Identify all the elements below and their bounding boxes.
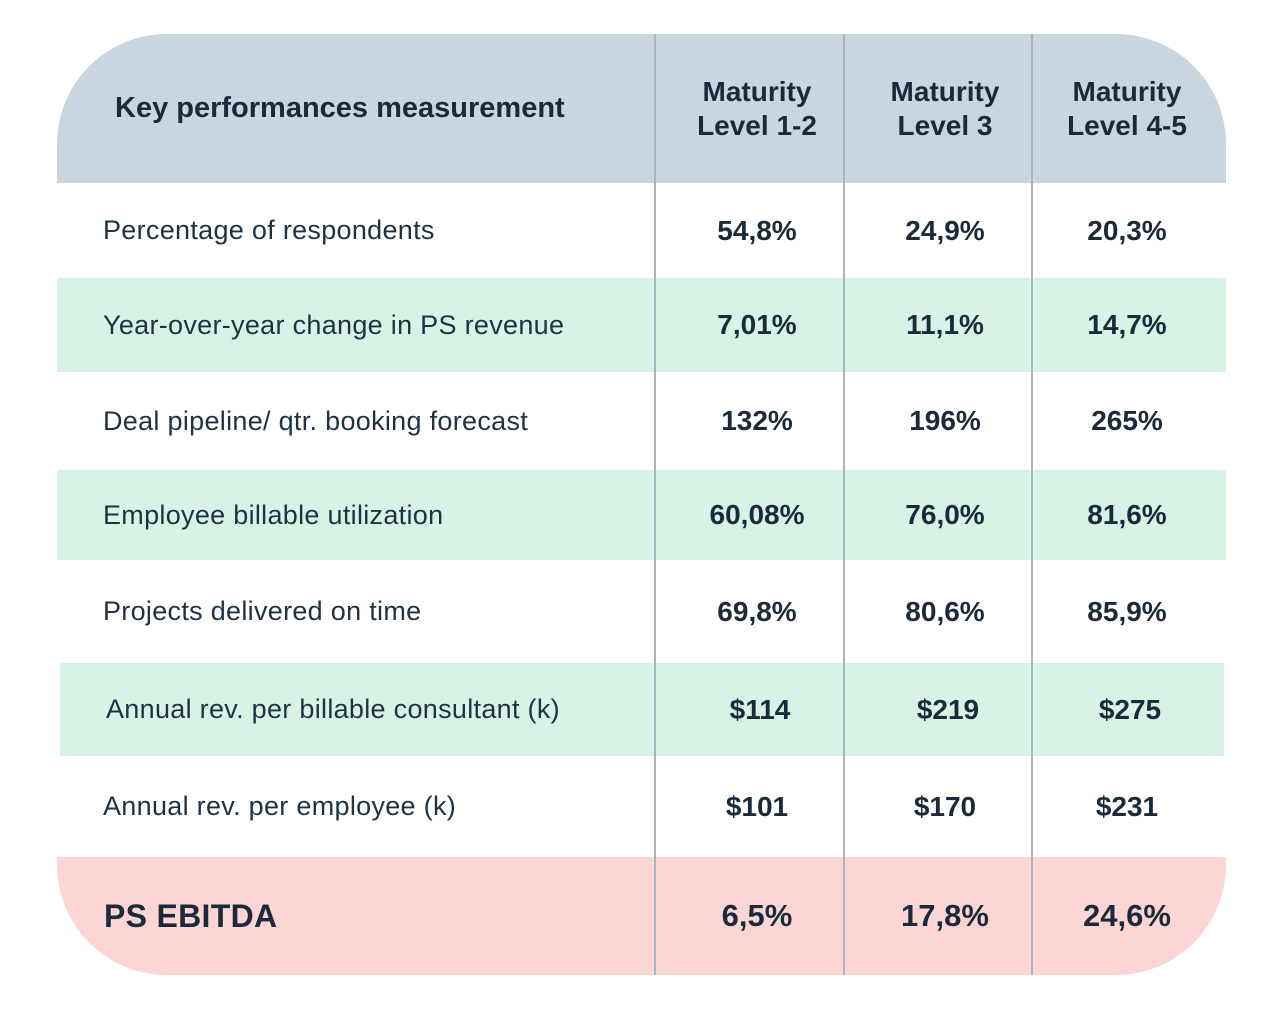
row-label: Annual rev. per billable consultant (k) — [106, 694, 560, 724]
row-value: 80,6% — [905, 595, 985, 627]
table-row: Annual rev. per employee (k) $101 $170 $… — [57, 756, 1226, 857]
row-label: Annual rev. per employee (k) — [103, 791, 457, 821]
row-label: Employee billable utilization — [103, 499, 444, 530]
row-value: $114 — [729, 693, 791, 725]
table-header: Key performances measurement Maturity Lev… — [57, 34, 1226, 183]
row-value: 7,01% — [717, 309, 797, 340]
row-value: 81,6% — [1087, 499, 1167, 530]
table-row: Percentage of respondents 54,8% 24,9% 20… — [57, 183, 1226, 278]
header-col-level-3: Maturity Level 3 — [890, 75, 1000, 141]
row-value: 60,08% — [709, 499, 805, 530]
row-value: 54,8% — [717, 214, 797, 246]
row-value: 196% — [909, 405, 981, 436]
row-value: $275 — [1098, 693, 1162, 725]
table-row: Employee billable utilization 60,08% 76,… — [57, 470, 1226, 560]
kpi-table: Key performances measurement Maturity Lev… — [57, 34, 1226, 975]
column-divider — [654, 34, 656, 975]
row-value: $101 — [725, 790, 789, 822]
ebitda-value: 24,6% — [1083, 898, 1171, 933]
row-value: 20,3% — [1087, 214, 1167, 246]
row-value: 132% — [721, 405, 793, 436]
row-label: Projects delivered on time — [103, 596, 422, 626]
column-divider — [1031, 34, 1033, 975]
ebitda-label: PS EBITDA — [104, 897, 278, 934]
table-row: Annual rev. per billable consultant (k) … — [60, 663, 1224, 756]
header-title: Key performances measurement — [115, 92, 565, 124]
row-value: 69,8% — [717, 595, 797, 627]
row-value: 265% — [1091, 405, 1163, 436]
row-value: 14,7% — [1087, 309, 1167, 340]
column-divider — [843, 34, 845, 975]
header-col-level-4-5: Maturity Level 4-5 — [1067, 75, 1187, 141]
table-row: Projects delivered on time 69,8% 80,6% 8… — [57, 560, 1226, 663]
row-value: 85,9% — [1087, 595, 1167, 627]
row-value: $170 — [913, 790, 977, 822]
row-value: 76,0% — [905, 499, 985, 530]
header-col-level-1-2: Maturity Level 1-2 — [697, 75, 817, 141]
table-row: Year-over-year change in PS revenue 7,01… — [57, 278, 1226, 372]
ebitda-value: 17,8% — [901, 898, 989, 933]
table-row: Deal pipeline/ qtr. booking forecast 132… — [57, 372, 1226, 470]
row-value: 24,9% — [905, 214, 985, 246]
row-label: Deal pipeline/ qtr. booking forecast — [103, 405, 529, 436]
row-label: Percentage of respondents — [103, 215, 435, 245]
row-value: $231 — [1095, 790, 1159, 822]
ebitda-value: 6,5% — [721, 898, 793, 933]
ebitda-row: PS EBITDA 6,5% 17,8% 24,6% — [57, 857, 1226, 975]
row-label: Year-over-year change in PS revenue — [103, 309, 565, 340]
row-value: $219 — [916, 693, 980, 725]
row-value: 11,1% — [906, 309, 984, 340]
